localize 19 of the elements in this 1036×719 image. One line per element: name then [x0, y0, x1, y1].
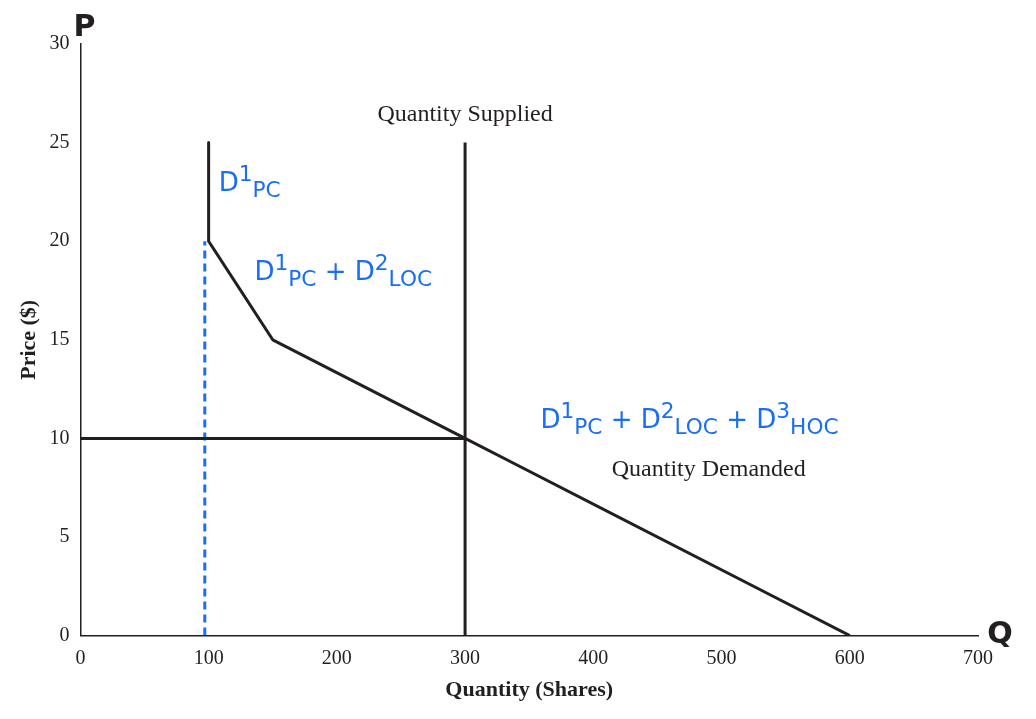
y-tick-label: 5 [59, 524, 70, 547]
y-tick-label: 15 [49, 327, 70, 350]
x-axis-title: Quantity (Shares) [445, 676, 614, 702]
y-tick-label: 25 [49, 129, 70, 152]
annotation: Quantity Demanded [611, 453, 806, 483]
y-tick-label: 30 [49, 31, 70, 54]
x-tick-label: 400 [578, 645, 609, 668]
y-tick-label: 0 [59, 622, 70, 645]
y-tick-label: 20 [49, 228, 70, 251]
x-tick-label: 0 [75, 645, 86, 668]
text: P [73, 7, 96, 43]
x-tick-label: 600 [834, 645, 865, 668]
y-axis-title: Price ($) [14, 299, 40, 380]
y-tick-label: 10 [49, 425, 70, 448]
x-tick-label: 100 [193, 645, 224, 668]
x-tick-label: 200 [321, 645, 352, 668]
annotation: Quantity Supplied [377, 98, 553, 128]
x-tick-label: 300 [450, 645, 481, 668]
x-tick-label: 500 [706, 645, 737, 668]
